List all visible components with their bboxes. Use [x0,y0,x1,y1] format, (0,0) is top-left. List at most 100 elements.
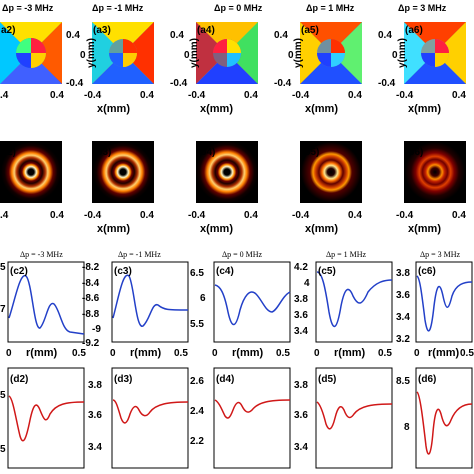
title-a5: Δp = 1 MHz [306,3,355,13]
xlabel-b6: x(mm) [408,223,441,235]
xtick-c2-left: 0 [6,348,12,359]
xlabel-c5: r(mm) [334,347,366,359]
ytick-c6-1: 3.6 [396,290,410,301]
ytick-c4-0: 6.5 [190,268,204,279]
ytick-c3-1: -8.4 [82,278,100,289]
xlabel-a5: x(mm) [305,103,338,115]
ytick-d5-1: 3.6 [294,410,308,421]
frame-c6 [415,261,473,343]
xtick-a2-left: .4 [0,90,9,101]
xtick-a6-right: 0.4 [452,90,466,101]
xlabel-a6: x(mm) [408,103,441,115]
ytick-c5-0: 4.2 [294,262,308,273]
ytick-a6-bot: -0.4 [378,78,396,89]
label-c5: (c5) [318,266,336,277]
ytick-a3-mid: 0 [80,50,86,61]
title-a6: Δp = 3 MHz [398,3,447,13]
phase-map-a6 [404,22,466,84]
xtick-a5-right: 0.4 [348,90,362,101]
xlabel-a3: x(mm) [97,103,130,115]
ytick-d5-2: 3.4 [294,442,308,453]
row-a-axes: 0.4 0 -0.4 0.4 0 -0.4 y(mm) 0.4 0 -0.4 y… [66,30,408,89]
phase-map-a5 [300,22,362,84]
xtick-c4-left: 0 [212,348,218,359]
curve-c4 [214,284,291,326]
row-d-frames [7,367,473,469]
frame-d6 [415,367,473,469]
xlabel-c3: r(mm) [130,347,162,359]
ytick-d3-1: 3.6 [88,410,102,421]
yaxis-a6: 0.4 0 -0.4 y(mm) [378,30,408,89]
intensity-b4 [196,141,258,203]
ytick-c2-a: 5 [0,262,6,273]
row-b-labels: b2) (b3) (b4) (b5) (b6) [1,147,423,158]
frame-d5 [315,367,393,469]
xlabel-b4: x(mm) [200,223,233,235]
xlabel-b5: x(mm) [305,223,338,235]
row-c-labels: (c2) (c3) (c4) (c5) (c6) [10,266,436,277]
intensity-b6 [404,141,466,203]
ytick-c6-3: 3.2 [396,334,410,345]
row-a-labels: a2) (a3) (a4) (a5) (a6) [1,25,423,36]
ytick-d4-1: 2.4 [190,406,204,417]
curve-d6 [416,391,473,455]
ytick-c6-0: 3.8 [396,268,410,279]
xtick-c2-right: 0.5 [72,348,86,359]
ytick-a5-mid: 0 [288,50,294,61]
ytick-c6-2: 3.4 [396,312,410,323]
row-c-titles: Δp = -3 MHz Δp = -1 MHz Δp = 0 MHz Δp = … [20,250,461,259]
row-d-yticks: 5 5 3.8 3.6 3.4 2.6 2.4 2.2 3.8 3.6 3.4 … [0,376,410,455]
ytick-d2-a: 5 [0,390,6,401]
label-a4: (a4) [197,25,215,36]
row-c-curves [8,271,473,335]
row-c-yticks: 5 7 -8.2 -8.4 -8.6 -8.8 -9 -9.2 6.5 6 5.… [0,262,410,349]
row-a-titles: Δp = -3 MHz Δp = -1 MHz Δp = 0 MHz Δp = … [2,3,447,13]
ytick-d3-0: 3.8 [88,380,102,391]
yaxis-a3: 0.4 0 -0.4 [66,30,86,89]
ylabel-a3: y(mm) [86,38,97,68]
ytick-a6-top: 0.4 [378,30,392,41]
ytick-c3-5: -9.2 [82,338,100,349]
label-d4: (d4) [216,374,234,385]
curve-d2 [8,395,85,442]
label-d5: (d5) [318,374,336,385]
ytick-d5-0: 3.8 [294,380,308,391]
label-a2: a2) [1,25,15,36]
curve-d3 [112,399,189,424]
ytick-a5-bot: -0.4 [274,78,292,89]
xlabel-b3: x(mm) [97,223,130,235]
frame-c5 [315,261,393,343]
frame-c3 [111,261,189,343]
xlabel-c6: r(mm) [428,347,460,359]
row-a-xaxis: .4 0.4 -0.4 0.4 -0.4 0.4 -0.4 0.4 -0.4 0… [0,90,466,115]
phase-map-a2 [0,22,62,84]
label-d2: (d2) [10,374,28,385]
xtick-a4-left: -0.4 [188,90,206,101]
xtick-a3-left: -0.4 [84,90,102,101]
xtick-c3-left: 0 [110,348,116,359]
title-a4: Δp = 0 MHz [214,3,263,13]
curve-d5 [316,401,393,430]
phase-map-a4 [196,22,258,84]
ytick-d4-2: 2.2 [190,436,204,447]
label-d6: (d6) [418,374,436,385]
xlabel-c2: r(mm) [26,347,58,359]
label-b6: (b6) [405,147,423,158]
xtick-a6-left: -0.4 [396,90,414,101]
xtick-b2-right: 0.4 [50,210,64,221]
title-c2: Δp = -3 MHz [20,250,63,259]
ylabel-a6: y(mm) [397,38,408,68]
label-d3: (d3) [114,374,132,385]
xtick-b5-left: -0.4 [292,210,310,221]
ytick-c4-2: 5.5 [190,319,204,330]
row-d-labels: (d2) (d3) (d4) (d5) (d6) [10,374,436,385]
label-a5: (a5) [301,25,319,36]
frame-d3 [111,367,189,469]
curve-d4 [214,399,291,419]
xtick-b3-right: 0.4 [140,210,154,221]
row-b-xaxis: .4 0.4 -0.4 0.4 -0.4 0.4 -0.4 0.4 -0.4 0… [0,210,466,235]
yaxis-a5: 0.4 0 -0.4 y(mm) [274,30,304,89]
title-c5: Δp = 1 MHz [326,250,367,259]
title-a2: Δp = -3 MHz [2,3,54,13]
title-a3: Δp = -1 MHz [92,3,144,13]
